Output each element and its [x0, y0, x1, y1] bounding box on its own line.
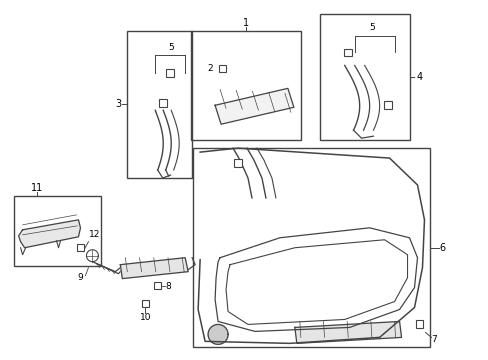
Polygon shape — [19, 220, 81, 248]
Text: 5: 5 — [168, 43, 174, 52]
Bar — [127, 31, 192, 178]
Bar — [319, 14, 408, 140]
Polygon shape — [294, 321, 401, 343]
Text: 9: 9 — [78, 273, 83, 282]
Bar — [383, 101, 391, 109]
Bar — [343, 49, 351, 57]
Text: 2: 2 — [207, 64, 212, 73]
Bar — [193, 148, 429, 347]
Bar — [191, 31, 300, 140]
Text: 3: 3 — [115, 99, 121, 109]
Text: 4: 4 — [416, 72, 422, 82]
Polygon shape — [208, 324, 227, 345]
Bar — [153, 282, 161, 289]
Polygon shape — [120, 258, 188, 279]
Bar — [415, 320, 423, 328]
Bar — [159, 99, 167, 107]
Text: 7: 7 — [431, 335, 436, 344]
Text: 5: 5 — [369, 23, 375, 32]
Text: 11: 11 — [30, 183, 42, 193]
Text: 1: 1 — [243, 18, 248, 28]
Polygon shape — [215, 88, 293, 124]
Text: 6: 6 — [439, 243, 445, 253]
Text: 12: 12 — [88, 230, 100, 239]
Text: 10: 10 — [139, 313, 151, 322]
Bar — [14, 196, 101, 266]
Bar — [218, 65, 225, 72]
Bar — [142, 300, 148, 307]
Bar — [234, 159, 242, 167]
Bar — [166, 69, 174, 77]
Bar — [77, 244, 84, 251]
Text: 8: 8 — [165, 282, 171, 291]
